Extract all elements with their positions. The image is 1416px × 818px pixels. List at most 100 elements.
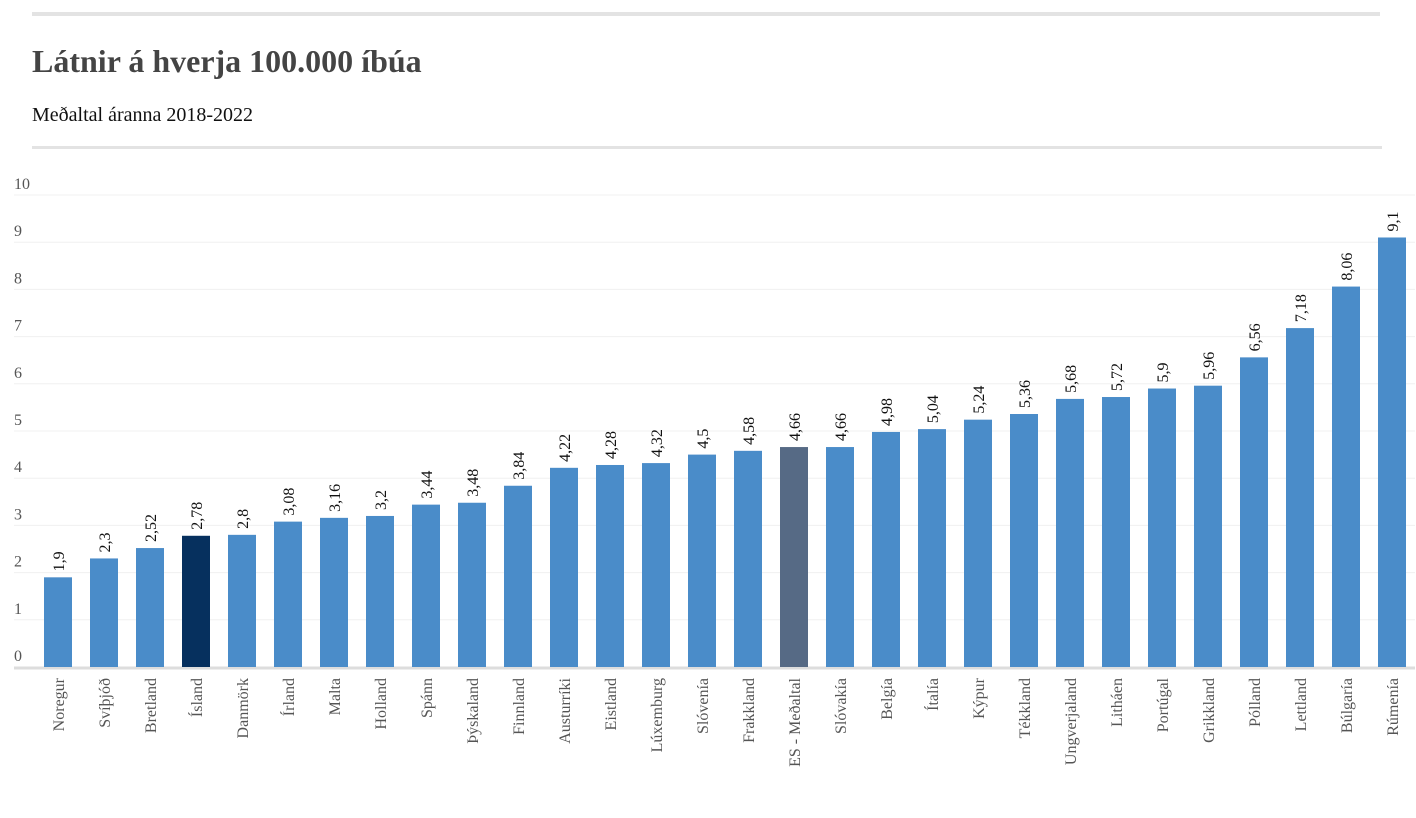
x-tick-label: Belgía — [879, 678, 896, 720]
x-tick-label: Pólland — [1247, 678, 1264, 727]
bar — [274, 521, 302, 667]
value-label: 2,3 — [97, 532, 114, 552]
y-tick-label: 0 — [14, 648, 22, 665]
value-label: 5,96 — [1201, 352, 1218, 380]
x-tick-label: Malta — [327, 678, 344, 715]
value-label: 5,24 — [971, 386, 988, 414]
value-label: 5,36 — [1017, 380, 1034, 408]
x-tick-label: Holland — [373, 678, 390, 730]
x-tick-label: Austurríki — [557, 677, 574, 743]
bar — [136, 548, 164, 667]
bar — [1332, 286, 1360, 667]
value-label: 3,08 — [281, 488, 298, 516]
bar — [412, 504, 440, 667]
value-label: 4,98 — [879, 398, 896, 426]
value-label: 2,52 — [143, 514, 160, 542]
y-tick-label: 3 — [14, 506, 22, 523]
bar — [918, 429, 946, 667]
value-label: 1,9 — [51, 551, 68, 571]
x-tick-label: Ítalía — [923, 678, 942, 711]
bar — [1286, 328, 1314, 667]
value-label: 9,1 — [1385, 211, 1402, 231]
x-tick-label: Slóvenía — [695, 678, 712, 734]
bar — [1102, 397, 1130, 667]
x-tick-label: Írland — [279, 678, 298, 716]
y-tick-label: 4 — [14, 459, 22, 476]
value-label: 4,28 — [603, 431, 620, 459]
value-label: 8,06 — [1339, 253, 1356, 281]
x-tick-label: Eistland — [603, 678, 620, 730]
bar — [1194, 385, 1222, 667]
value-label: 5,9 — [1155, 363, 1172, 383]
bar — [1240, 357, 1268, 667]
chart-subtitle: Meðaltal áranna 2018-2022 — [32, 104, 253, 126]
bar — [458, 502, 486, 667]
bar — [734, 450, 762, 667]
x-tick-label: Ungverjaland — [1063, 678, 1080, 765]
bar — [688, 454, 716, 667]
x-tick-label: Portúgal — [1155, 677, 1172, 732]
bar — [44, 577, 72, 667]
chart-title: Látnir á hverja 100.000 íbúa — [32, 43, 422, 79]
value-label: 3,16 — [327, 484, 344, 512]
y-tick-label: 5 — [14, 412, 22, 429]
bar — [1148, 388, 1176, 667]
x-tick-label: Finnland — [511, 678, 528, 735]
x-tick-label: Frakkland — [741, 678, 758, 743]
x-tick-label: Rúmenía — [1385, 678, 1402, 736]
x-tick-label: Ísland — [187, 678, 206, 717]
x-tick-label: Danmörk — [235, 678, 252, 738]
x-tick-label: Þýskaland — [465, 678, 482, 744]
bar — [1378, 237, 1406, 668]
x-tick-label: Noregur — [51, 677, 68, 731]
bar — [182, 535, 210, 667]
value-label: 4,32 — [649, 429, 666, 457]
x-tick-label: Tékkland — [1017, 678, 1034, 738]
bar — [320, 517, 348, 667]
bar — [780, 447, 808, 667]
value-label: 3,48 — [465, 469, 482, 497]
y-tick-label: 10 — [14, 176, 30, 193]
value-label: 7,18 — [1293, 294, 1310, 322]
y-tick-label: 8 — [14, 270, 22, 287]
x-tick-label: Svíþjóð — [97, 678, 114, 728]
value-label: 3,2 — [373, 490, 390, 510]
x-tick-label: Bretland — [143, 678, 160, 733]
value-label: 3,84 — [511, 452, 528, 480]
bar — [228, 534, 256, 667]
bar — [872, 431, 900, 667]
x-tick-label: Kýpur — [971, 677, 988, 719]
y-tick-label: 2 — [14, 554, 22, 571]
bar — [642, 463, 670, 667]
value-label: 4,66 — [787, 413, 804, 441]
x-tick-label: Grikkland — [1201, 678, 1218, 743]
value-label: 3,44 — [419, 471, 436, 499]
x-tick-label: Slóvakía — [833, 678, 850, 734]
header-rule — [32, 146, 1382, 149]
bar — [826, 447, 854, 667]
bar — [90, 558, 118, 667]
x-tick-label: Lúxemburg — [649, 678, 666, 752]
x-tick-label: Búlgaría — [1339, 678, 1356, 733]
value-label: 4,58 — [741, 417, 758, 445]
x-tick-label: ES - Meðaltal — [787, 677, 804, 766]
top-rule — [32, 12, 1380, 16]
y-tick-label: 7 — [14, 318, 22, 335]
value-label: 5,72 — [1109, 363, 1126, 391]
value-label: 2,8 — [235, 509, 252, 529]
bar — [550, 467, 578, 667]
bar — [366, 515, 394, 667]
value-label: 6,56 — [1247, 323, 1264, 351]
value-label: 5,68 — [1063, 365, 1080, 393]
y-tick-label: 1 — [14, 601, 22, 618]
bar — [964, 419, 992, 667]
x-tick-label: Lettland — [1293, 678, 1310, 731]
value-label: 5,04 — [925, 395, 942, 423]
x-tick-label: Spánn — [419, 678, 436, 718]
y-tick-label: 9 — [14, 223, 22, 240]
bar — [1056, 398, 1084, 667]
bar — [596, 464, 624, 667]
x-tick-label: Litháen — [1109, 678, 1126, 727]
value-label: 2,78 — [189, 502, 206, 530]
